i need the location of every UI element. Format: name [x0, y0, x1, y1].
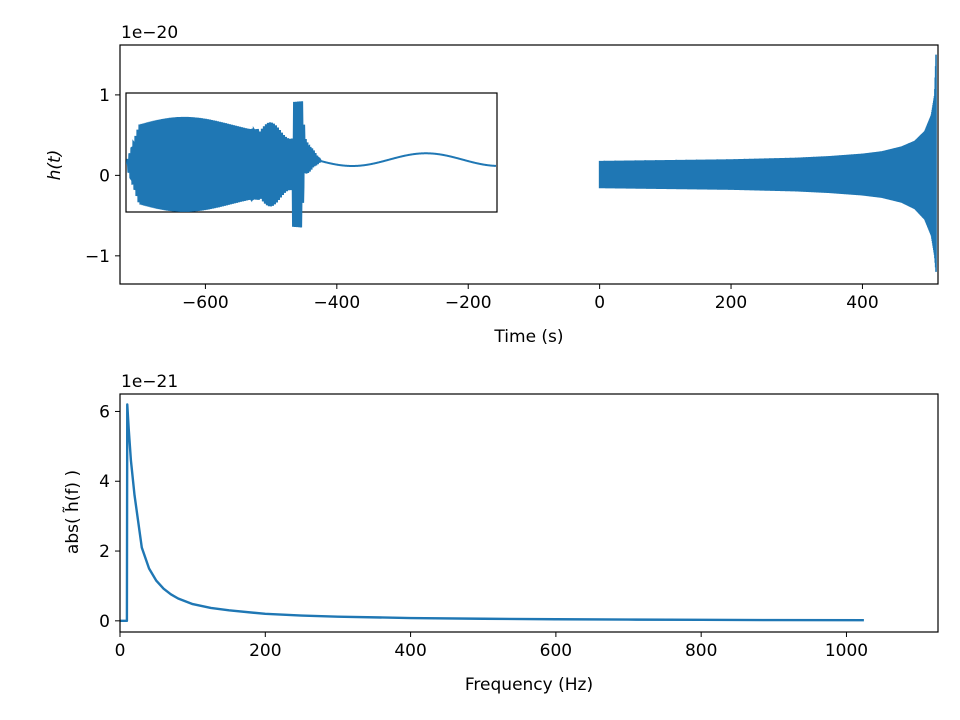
- spectrum-y-offset-text: 1e−21: [121, 372, 178, 392]
- time-x-tick-label: 200: [715, 293, 747, 313]
- frequency-x-tick-label: 200: [249, 641, 281, 661]
- time-y-tick-label: 0: [99, 166, 110, 186]
- frequency-y-tick-label: 2: [99, 542, 110, 562]
- inset-axes: [125, 92, 498, 228]
- spectrum-axes-frame: [119, 393, 939, 633]
- time-x-tick-label: −400: [313, 293, 360, 313]
- inset-waveform-line: [126, 101, 497, 228]
- time-x-tick-label: 0: [594, 293, 605, 313]
- frequency-x-tick-label: 600: [540, 641, 572, 661]
- frequency-x-ticks: 0 200 400 600 800 1000: [115, 632, 868, 661]
- time-y-tick-label: −1: [85, 247, 110, 267]
- spectrum-y-ticks: 0 2 4 6: [99, 402, 120, 632]
- time-x-ticks: −600 −400 −200 0 200 400: [182, 284, 879, 313]
- time-series-axes: −600 −400 −200 0 200 400 −101 1e−20 Time (s) …: [45, 23, 939, 347]
- frequency-x-axis-label: Frequency (Hz): [465, 675, 593, 695]
- time-y-axis-label: h(t): [45, 150, 65, 181]
- time-x-tick-label: 400: [846, 293, 878, 313]
- time-y-tick-label: 1: [99, 86, 110, 106]
- time-axes-frame: [119, 44, 939, 285]
- frequency-x-tick-label: 800: [685, 641, 717, 661]
- strain-waveform-line: [598, 54, 937, 272]
- frequency-y-tick-label: 6: [99, 402, 110, 422]
- time-series-marks: [598, 54, 937, 272]
- time-x-tick-label: −600: [182, 293, 229, 313]
- frequency-y-tick-label: 0: [99, 612, 110, 632]
- frequency-y-tick-label: 4: [99, 472, 110, 492]
- spectrum-y-axis-label: abs( h̃(f) ): [62, 470, 83, 554]
- time-y-offset-text: 1e−20: [121, 23, 178, 43]
- frequency-x-tick-label: 400: [394, 641, 426, 661]
- spectrum-marks: [120, 403, 864, 623]
- time-x-axis-label: Time (s): [493, 327, 563, 347]
- time-y-ticks: −1 0 1: [85, 86, 120, 267]
- frequency-x-tick-label: 1000: [825, 641, 868, 661]
- frequency-x-tick-label: 0: [115, 641, 126, 661]
- spectrum-amplitude-line: [120, 403, 864, 623]
- time-x-tick-label: −200: [445, 293, 492, 313]
- spectrum-axes: 0 200 400 600 800 1000 0 2 4 6 1e−21 Frequency (…: [62, 372, 939, 695]
